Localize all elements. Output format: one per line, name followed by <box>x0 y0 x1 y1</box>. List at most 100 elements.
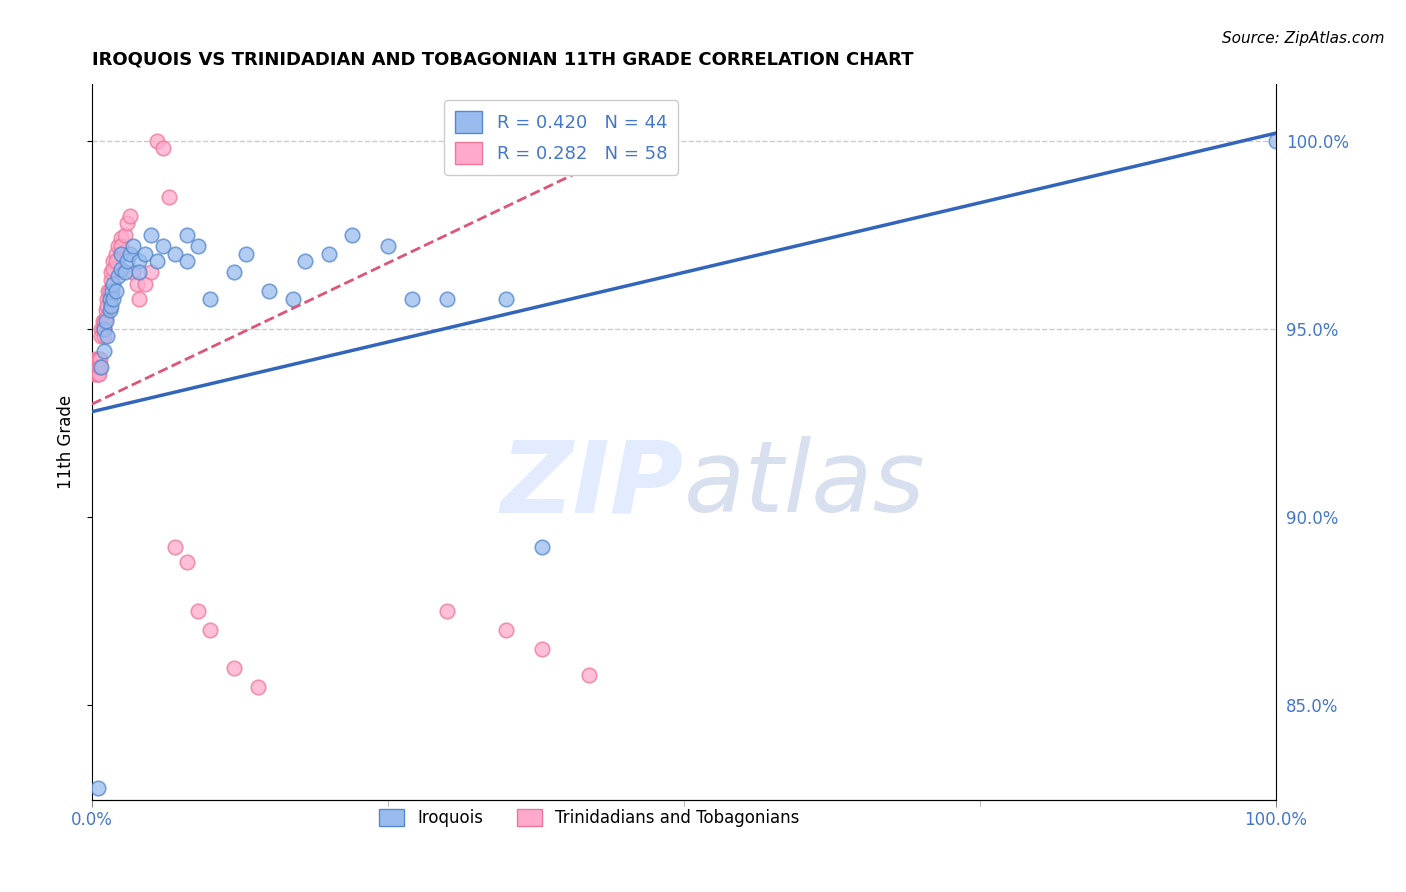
Point <box>101 277 124 291</box>
Point <box>84 359 107 374</box>
Point <box>90 329 112 343</box>
Point <box>176 254 198 268</box>
Point <box>83 367 105 381</box>
Point <box>94 303 117 318</box>
Point <box>294 254 316 268</box>
Point <box>118 246 141 260</box>
Point <box>94 310 117 325</box>
Text: IROQUOIS VS TRINIDADIAN AND TOBAGONIAN 11TH GRADE CORRELATION CHART: IROQUOIS VS TRINIDADIAN AND TOBAGONIAN 1… <box>91 51 914 69</box>
Point <box>187 239 209 253</box>
Point <box>87 359 110 374</box>
Point <box>117 254 139 268</box>
Point <box>110 239 132 253</box>
Point <box>87 351 110 366</box>
Point <box>401 292 423 306</box>
Point <box>530 641 553 656</box>
Point <box>110 231 132 245</box>
Point <box>101 292 124 306</box>
Point <box>128 265 150 279</box>
Point <box>86 359 108 374</box>
Point <box>117 216 139 230</box>
Point <box>118 209 141 223</box>
Point <box>97 284 120 298</box>
Point <box>157 190 180 204</box>
Point <box>96 292 118 306</box>
Point <box>93 344 115 359</box>
Point <box>377 239 399 253</box>
Point <box>91 322 114 336</box>
Point <box>104 254 127 268</box>
Point <box>495 623 517 637</box>
Point <box>530 541 553 555</box>
Point <box>89 359 111 374</box>
Point <box>146 134 169 148</box>
Point <box>222 265 245 279</box>
Point <box>1265 134 1288 148</box>
Point <box>152 239 174 253</box>
Point <box>98 284 121 298</box>
Point <box>128 292 150 306</box>
Point <box>318 246 340 260</box>
Point <box>235 246 257 260</box>
Point <box>152 141 174 155</box>
Point <box>495 292 517 306</box>
Point <box>100 265 122 279</box>
Point <box>134 246 156 260</box>
Point <box>96 299 118 313</box>
Point <box>110 261 132 276</box>
Y-axis label: 11th Grade: 11th Grade <box>58 395 75 489</box>
Text: atlas: atlas <box>683 436 925 533</box>
Point <box>87 359 110 374</box>
Point <box>87 351 110 366</box>
Point <box>200 292 222 306</box>
Point <box>176 555 198 569</box>
Point <box>139 265 162 279</box>
Point <box>98 292 121 306</box>
Point <box>107 269 129 284</box>
Point <box>107 239 129 253</box>
Point <box>146 254 169 268</box>
Point <box>96 329 118 343</box>
Point <box>98 303 121 318</box>
Point <box>128 254 150 268</box>
Point <box>114 227 136 242</box>
Legend: Iroquois, Trinidadians and Tobagonians: Iroquois, Trinidadians and Tobagonians <box>373 803 806 834</box>
Point <box>578 668 600 682</box>
Point <box>87 367 110 381</box>
Point <box>200 623 222 637</box>
Point <box>93 322 115 336</box>
Point <box>176 227 198 242</box>
Point <box>93 329 115 343</box>
Point <box>98 292 121 306</box>
Point <box>100 299 122 313</box>
Point <box>104 246 127 260</box>
Point <box>93 322 115 336</box>
Point <box>101 261 124 276</box>
Text: Source: ZipAtlas.com: Source: ZipAtlas.com <box>1222 31 1385 46</box>
Point <box>187 604 209 618</box>
Text: ZIP: ZIP <box>501 436 683 533</box>
Point <box>89 351 111 366</box>
Point <box>100 273 122 287</box>
Point <box>86 367 108 381</box>
Point <box>83 359 105 374</box>
Point <box>283 292 305 306</box>
Point <box>91 314 114 328</box>
Point <box>90 359 112 374</box>
Point <box>222 661 245 675</box>
Point <box>122 265 145 279</box>
Point <box>436 604 458 618</box>
Point <box>139 227 162 242</box>
Point <box>122 239 145 253</box>
Point <box>84 351 107 366</box>
Point <box>163 541 186 555</box>
Point <box>246 680 269 694</box>
Point <box>104 284 127 298</box>
Point <box>87 367 110 381</box>
Point <box>93 314 115 328</box>
Point <box>110 246 132 260</box>
Point <box>114 265 136 279</box>
Point <box>101 254 124 268</box>
Point <box>163 246 186 260</box>
Point <box>101 284 124 298</box>
